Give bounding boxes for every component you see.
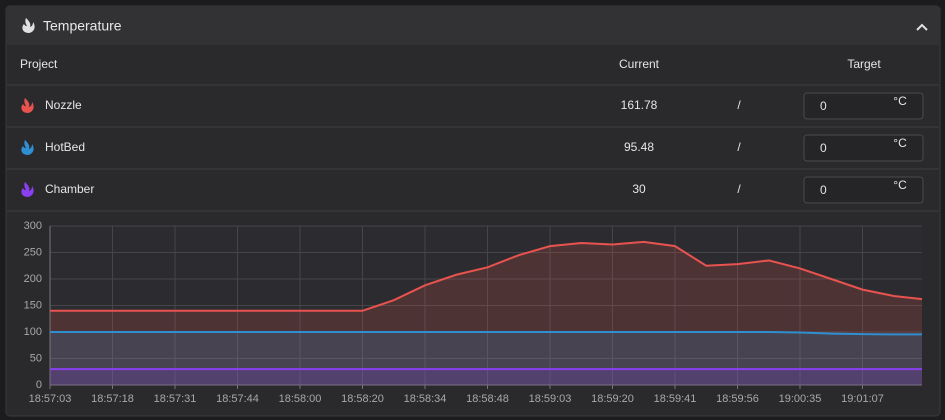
x-tick-label: 18:59:56 [716, 393, 759, 405]
row-separator: / [737, 182, 741, 196]
y-tick-label: 50 [30, 352, 42, 364]
row-current: 30 [632, 182, 646, 196]
target-value: 0 [820, 99, 827, 113]
x-tick-label: 19:01:07 [841, 393, 884, 405]
row-name: Nozzle [45, 98, 82, 112]
x-tick-label: 18:58:34 [404, 393, 447, 405]
target-input[interactable] [803, 134, 924, 162]
flame-icon [21, 140, 34, 155]
row-separator: / [737, 140, 741, 154]
collapse-button[interactable] [916, 23, 928, 31]
target-unit: °C [893, 94, 907, 108]
header-project: Project [20, 57, 58, 71]
flame-icon [21, 182, 34, 197]
x-tick-label: 18:59:20 [591, 393, 634, 405]
x-tick-label: 18:57:03 [29, 393, 72, 405]
flame-icon [22, 18, 35, 33]
header-current: Current [619, 57, 660, 71]
x-tick-label: 18:57:18 [91, 393, 134, 405]
target-input[interactable] [803, 92, 924, 120]
target-unit: °C [893, 178, 907, 192]
row-name: Chamber [45, 182, 94, 196]
line [50, 331, 923, 336]
panel-title: Temperature [43, 18, 122, 34]
row-current: 161.78 [621, 98, 658, 112]
x-tick-label: 18:58:48 [466, 393, 509, 405]
area [50, 332, 922, 385]
y-tick-label: 200 [24, 273, 42, 285]
x-tick-label: 19:00:35 [779, 393, 822, 405]
header-target: Target [847, 57, 881, 71]
area [50, 369, 922, 385]
x-tick-label: 18:59:41 [654, 393, 697, 405]
row-name: HotBed [45, 140, 85, 154]
row-separator: / [737, 98, 741, 112]
line [50, 240, 923, 312]
target-value: 0 [820, 141, 827, 155]
flame-icon [21, 98, 34, 113]
target-unit: °C [893, 136, 907, 150]
y-tick-label: 150 [24, 299, 42, 311]
y-tick-label: 100 [24, 326, 42, 338]
panel-header [7, 7, 939, 45]
row-current: 95.48 [624, 140, 654, 154]
area [50, 241, 922, 385]
target-input[interactable] [803, 176, 924, 204]
y-tick-label: 300 [24, 220, 42, 232]
x-tick-label: 18:57:44 [216, 393, 259, 405]
x-tick-label: 18:59:03 [529, 393, 572, 405]
x-tick-label: 18:57:31 [154, 393, 197, 405]
x-tick-label: 18:58:20 [341, 393, 384, 405]
x-tick-label: 18:58:00 [279, 393, 322, 405]
y-tick-label: 250 [24, 246, 42, 258]
y-tick-label: 0 [36, 379, 42, 391]
target-value: 0 [820, 183, 827, 197]
